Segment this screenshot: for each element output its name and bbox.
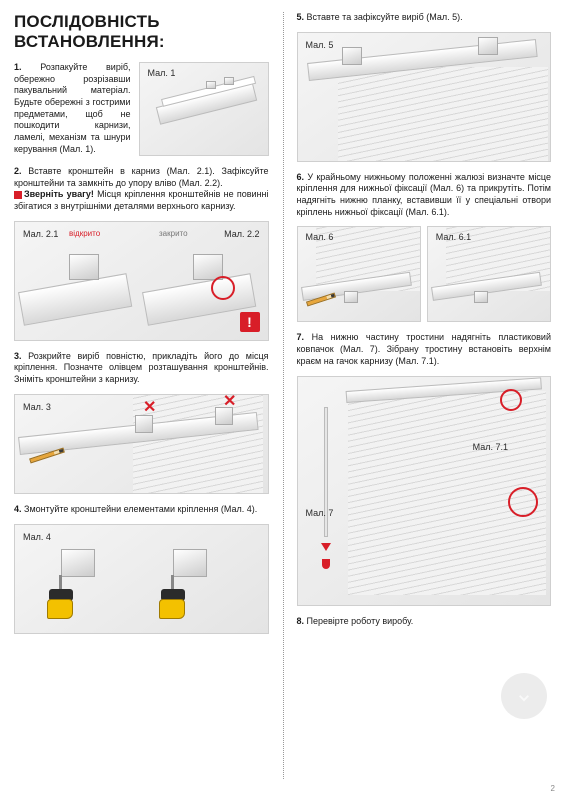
step-6-body: У крайньому нижньому положенні жалюзі ви…: [297, 172, 552, 217]
step-4-body: Змонтуйте кронштейни елементами кріпленн…: [24, 504, 257, 514]
step-3-num: 3.: [14, 351, 22, 361]
step-1-num: 1.: [14, 62, 22, 72]
figure-4-label: Мал. 4: [21, 531, 53, 543]
figure-5-label: Мал. 5: [304, 39, 336, 51]
step-2: 2. Вставте кронштейн в карниз (Мал. 2.1)…: [14, 166, 269, 341]
step-2-num: 2.: [14, 166, 22, 176]
figure-6: Мал. 6: [297, 226, 421, 322]
instruction-page: ПОСЛІДОВНІСТЬ ВСТАНОВЛЕННЯ: 1. Розпакуйт…: [0, 0, 565, 799]
figure-7-label: Мал. 7: [304, 507, 336, 519]
step-8-text: 8. Перевірте роботу виробу.: [297, 616, 552, 628]
step-2-body: Вставте кронштейн в карниз (Мал. 2.1). З…: [14, 166, 269, 188]
page-number: 2: [551, 784, 555, 793]
figure-71-label: Мал. 7.1: [471, 441, 510, 453]
step-2-warn: Зверніть увагу!: [24, 189, 94, 199]
figure-2-open: відкрито: [67, 228, 102, 239]
step-5-body: Вставте та зафіксуйте виріб (Мал. 5).: [307, 12, 463, 22]
figure-6-1: Мал. 6.1: [427, 226, 551, 322]
figure-22-label: Мал. 2.2: [222, 228, 261, 240]
step-5-num: 5.: [297, 12, 305, 22]
alert-icon: !: [240, 312, 260, 332]
warning-icon: [14, 191, 22, 199]
step-6: 6. У крайньому нижньому положенні жалюзі…: [297, 172, 552, 323]
figure-1-label: Мал. 1: [146, 67, 178, 79]
watermark-icon: [501, 673, 547, 719]
figure-6-label: Мал. 6: [304, 231, 336, 243]
step-8-num: 8.: [297, 616, 305, 626]
step-6-text: 6. У крайньому нижньому положенні жалюзі…: [297, 172, 552, 219]
figure-3-label: Мал. 3: [21, 401, 53, 413]
step-1: 1. Розпакуйте виріб, обережно розрізавши…: [14, 62, 269, 156]
step-3: 3. Розкрийте виріб повністю, прикладіть …: [14, 351, 269, 494]
left-column: ПОСЛІДОВНІСТЬ ВСТАНОВЛЕННЯ: 1. Розпакуйт…: [0, 0, 283, 799]
x-mark-icon: ✕: [143, 397, 156, 417]
page-title: ПОСЛІДОВНІСТЬ ВСТАНОВЛЕННЯ:: [14, 12, 269, 52]
step-3-text: 3. Розкрийте виріб повністю, прикладіть …: [14, 351, 269, 386]
x-mark-icon: ✕: [223, 394, 236, 411]
step-8-body: Перевірте роботу виробу.: [307, 616, 414, 626]
step-6-num: 6.: [297, 172, 305, 182]
figure-21-label: Мал. 2.1: [21, 228, 60, 240]
step-7: 7. На нижню частину тростини надягніть п…: [297, 332, 552, 605]
drill-icon: [155, 581, 193, 623]
figure-1: Мал. 1: [139, 62, 269, 156]
step-2-text: 2. Вставте кронштейн в карниз (Мал. 2.1)…: [14, 166, 269, 213]
step-8: 8. Перевірте роботу виробу.: [297, 616, 552, 628]
step-4-num: 4.: [14, 504, 22, 514]
step-3-body: Розкрийте виріб повністю, прикладіть йог…: [14, 351, 269, 384]
cap-icon: [322, 559, 330, 569]
step-1-body: Розпакуйте виріб, обережно розрізавши па…: [14, 62, 131, 154]
step-7-body: На нижню частину тростини надягніть плас…: [297, 332, 552, 365]
arrow-down-icon: [321, 543, 331, 551]
figure-2-closed: закрито: [157, 228, 190, 239]
step-5-text: 5. Вставте та зафіксуйте виріб (Мал. 5).: [297, 12, 552, 24]
step-7-num: 7.: [297, 332, 305, 342]
figure-5: Мал. 5: [297, 32, 552, 162]
step-4-text: 4. Змонтуйте кронштейни елементами кріпл…: [14, 504, 269, 516]
step-7-text: 7. На нижню частину тростини надягніть п…: [297, 332, 552, 367]
figure-61-label: Мал. 6.1: [434, 231, 473, 243]
figure-2: Мал. 2.1 відкрито закрито Мал. 2.2 !: [14, 221, 269, 341]
step-5: 5. Вставте та зафіксуйте виріб (Мал. 5).…: [297, 12, 552, 162]
drill-icon: [43, 581, 81, 623]
step-1-text: 1. Розпакуйте виріб, обережно розрізавши…: [14, 62, 131, 156]
step-4: 4. Змонтуйте кронштейни елементами кріпл…: [14, 504, 269, 634]
figure-7: Мал. 7.1 Мал. 7: [297, 376, 552, 606]
figure-3: Мал. 3 ✕ ✕: [14, 394, 269, 494]
figure-4: Мал. 4: [14, 524, 269, 634]
